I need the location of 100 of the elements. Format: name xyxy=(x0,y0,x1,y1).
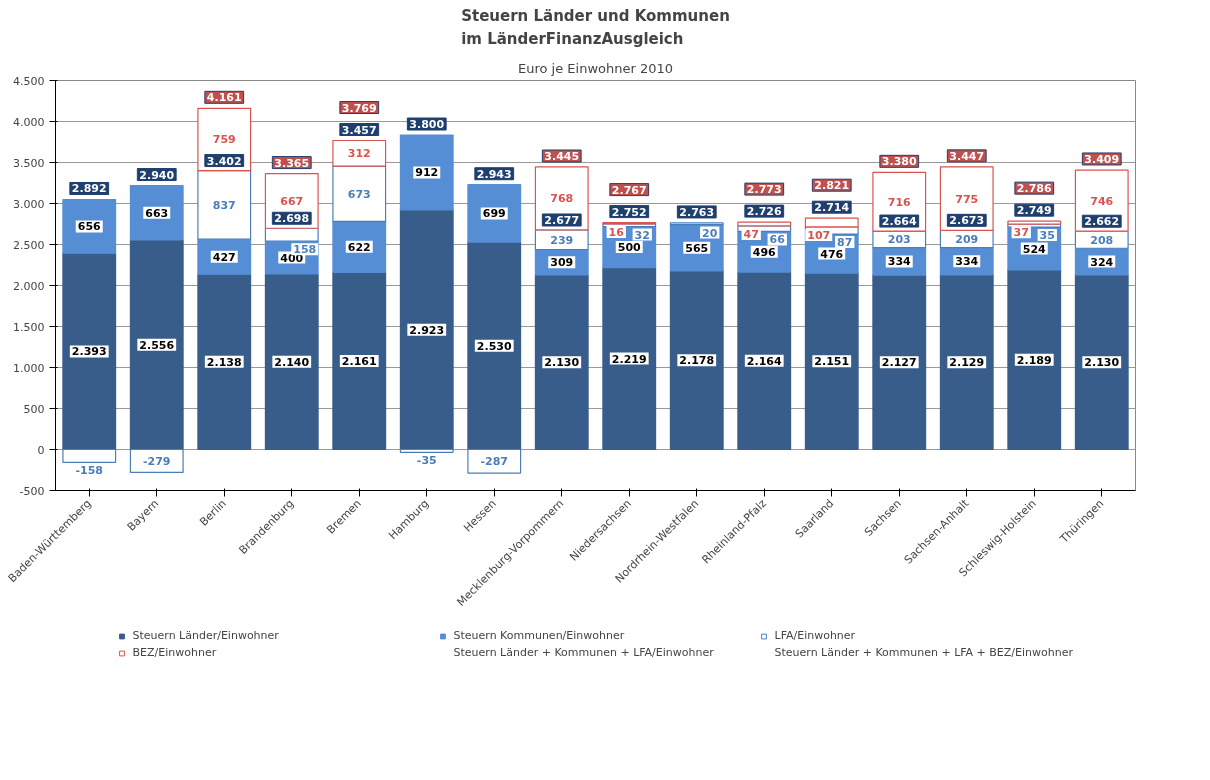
annotation: 3.365 xyxy=(274,156,310,170)
annotation: 3.457 xyxy=(341,123,377,137)
data-label: 324 xyxy=(1090,255,1114,269)
bar xyxy=(602,266,657,451)
data-label: 667 xyxy=(280,194,304,208)
annotation: 2.662 xyxy=(1084,215,1120,229)
data-label: 2.923 xyxy=(409,323,445,337)
bar xyxy=(467,241,522,451)
data-label: 20 xyxy=(702,226,718,240)
data-label: 87 xyxy=(837,236,853,250)
bar xyxy=(804,272,859,451)
y-tick-label: 0 xyxy=(37,443,45,457)
data-label: 2.151 xyxy=(814,355,850,369)
data-label: 16 xyxy=(608,225,625,239)
data-label: 239 xyxy=(550,233,574,247)
bar xyxy=(737,271,792,451)
y-tick-label: 2.500 xyxy=(13,238,45,252)
legend-label: LFA/Einwohner xyxy=(774,629,857,642)
data-label: 2.530 xyxy=(476,339,512,353)
data-label: 32 xyxy=(634,228,650,242)
data-label: 334 xyxy=(955,255,979,269)
annotation: 2.714 xyxy=(814,201,850,215)
data-label: 716 xyxy=(887,195,912,209)
bar xyxy=(467,448,522,474)
bar xyxy=(534,274,589,451)
bar xyxy=(197,273,252,451)
data-label: 2.129 xyxy=(949,356,985,370)
data-label: 2.138 xyxy=(206,355,242,369)
bar xyxy=(467,184,522,243)
data-label: -158 xyxy=(75,464,104,478)
annotation: 2.673 xyxy=(949,214,985,228)
legend-label: Steuern Länder/Einwohner xyxy=(132,629,280,642)
y-tick-label: 1.500 xyxy=(13,320,45,334)
annotation: 2.786 xyxy=(1016,182,1052,196)
annotation: 2.749 xyxy=(1016,204,1052,218)
data-label: 208 xyxy=(1090,233,1114,247)
data-label: 775 xyxy=(955,192,979,206)
data-label: 500 xyxy=(617,241,642,255)
data-label: 209 xyxy=(955,232,979,246)
annotation: 2.664 xyxy=(881,215,917,229)
data-label: 2.556 xyxy=(139,338,175,352)
annotation: 3.769 xyxy=(341,101,377,115)
data-label: 837 xyxy=(212,198,236,212)
data-label: 2.127 xyxy=(881,356,917,370)
bar xyxy=(264,273,319,451)
annotation: 2.940 xyxy=(139,168,175,182)
data-label: 673 xyxy=(347,187,371,201)
annotation: 3.402 xyxy=(206,154,242,168)
data-label: 2.219 xyxy=(611,352,647,366)
y-tick-label: 4.000 xyxy=(13,115,45,129)
data-label: 912 xyxy=(415,166,439,180)
bar xyxy=(669,270,724,451)
data-label: 37 xyxy=(1013,226,1029,240)
bar xyxy=(1074,274,1129,451)
annotation: 2.677 xyxy=(544,213,580,227)
data-label: 663 xyxy=(145,206,169,220)
data-label: 309 xyxy=(550,256,574,270)
data-label: 746 xyxy=(1090,194,1114,208)
data-label: 2.164 xyxy=(746,354,782,368)
y-tick-label: 2.000 xyxy=(13,279,45,293)
bar xyxy=(1007,269,1062,451)
legend-label: BEZ/Einwohner xyxy=(132,646,218,659)
data-label: 2.189 xyxy=(1016,353,1052,367)
annotation: 2.698 xyxy=(274,212,310,226)
data-label: 496 xyxy=(752,245,777,259)
y-tick-label: -500 xyxy=(19,484,45,498)
chart-title: Steuern Länder und Kommunen im LänderFinanzAusgleich xyxy=(461,7,730,49)
data-label: 768 xyxy=(550,192,574,206)
annotation: 2.726 xyxy=(746,205,782,219)
data-label: 107 xyxy=(807,228,831,242)
data-label: 35 xyxy=(1039,229,1055,243)
data-label: 699 xyxy=(482,207,506,221)
annotation: 2.892 xyxy=(71,182,107,196)
annotation: 2.821 xyxy=(814,179,850,193)
data-label: 476 xyxy=(820,247,844,261)
legend-label: Steuern Kommunen/Einwohner xyxy=(453,629,626,642)
data-label: 2.140 xyxy=(274,355,310,369)
data-label: 2.178 xyxy=(679,354,715,368)
text: Steuern Länder + Kommunen + LFA + BEZ/Einwohner xyxy=(774,646,1074,659)
y-tick-label: 3.000 xyxy=(13,197,45,211)
bar xyxy=(939,274,994,451)
data-label: 656 xyxy=(77,220,102,234)
data-label: 2.393 xyxy=(71,345,107,359)
annotation: 2.767 xyxy=(611,183,647,197)
annotation: 4.161 xyxy=(206,91,242,105)
data-label: -35 xyxy=(416,454,437,468)
annotation: 2.773 xyxy=(746,183,782,197)
data-label: 2.130 xyxy=(544,356,580,370)
bar xyxy=(62,198,117,254)
data-label: 66 xyxy=(769,233,786,247)
bar xyxy=(62,252,117,451)
annotation: 3.447 xyxy=(949,149,985,163)
annotation: 3.445 xyxy=(544,150,580,164)
annotation: 3.409 xyxy=(1084,152,1120,166)
annotation: 3.800 xyxy=(409,118,445,132)
data-label: 47 xyxy=(743,227,759,241)
data-label: 334 xyxy=(887,255,912,269)
data-label: 312 xyxy=(347,147,371,161)
y-tick-label: 4.500 xyxy=(13,74,45,88)
data-label: 427 xyxy=(212,250,236,264)
